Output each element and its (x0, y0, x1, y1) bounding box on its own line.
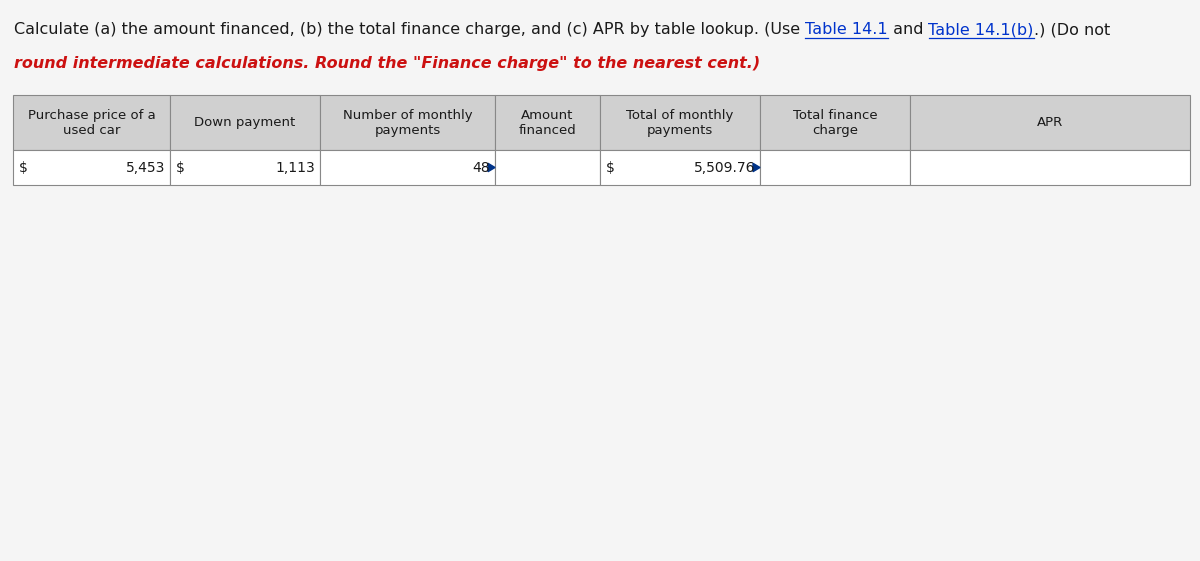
Text: and: and (888, 22, 929, 37)
Bar (320, 150, 496, 185)
Text: Number of monthly
payments: Number of monthly payments (343, 108, 473, 136)
Text: 5,509.76: 5,509.76 (694, 160, 755, 174)
Bar (13, 150, 170, 185)
Text: 48: 48 (473, 160, 490, 174)
Polygon shape (488, 163, 496, 172)
Text: Total of monthly
payments: Total of monthly payments (626, 108, 733, 136)
Text: Purchase price of a
used car: Purchase price of a used car (28, 108, 155, 136)
Bar (600, 95, 760, 150)
Text: Down payment: Down payment (194, 116, 295, 129)
Bar (496, 150, 600, 185)
Bar (910, 95, 1190, 150)
Bar (496, 95, 600, 150)
Text: Total finance
charge: Total finance charge (793, 108, 877, 136)
Bar (760, 150, 910, 185)
Text: Calculate (a) the amount financed, (b) the total finance charge, and (c) APR by : Calculate (a) the amount financed, (b) t… (14, 22, 805, 37)
Text: $: $ (19, 160, 28, 174)
Bar (760, 95, 910, 150)
Bar (910, 150, 1190, 185)
Text: APR: APR (1037, 116, 1063, 129)
Text: round intermediate calculations. Round the "Finance charge" to the nearest cent.: round intermediate calculations. Round t… (14, 56, 761, 71)
Bar (13, 95, 170, 150)
Text: $: $ (176, 160, 185, 174)
Text: 5,453: 5,453 (126, 160, 166, 174)
Bar (320, 95, 496, 150)
Text: Table 14.1: Table 14.1 (805, 22, 888, 37)
Text: $: $ (606, 160, 614, 174)
Text: 1,113: 1,113 (275, 160, 314, 174)
Bar (170, 95, 320, 150)
Text: Amount
financed: Amount financed (518, 108, 576, 136)
Text: Table 14.1(b): Table 14.1(b) (929, 22, 1034, 37)
Polygon shape (754, 163, 760, 172)
Bar (600, 150, 760, 185)
Bar (170, 150, 320, 185)
Text: .) (Do not: .) (Do not (1034, 22, 1110, 37)
